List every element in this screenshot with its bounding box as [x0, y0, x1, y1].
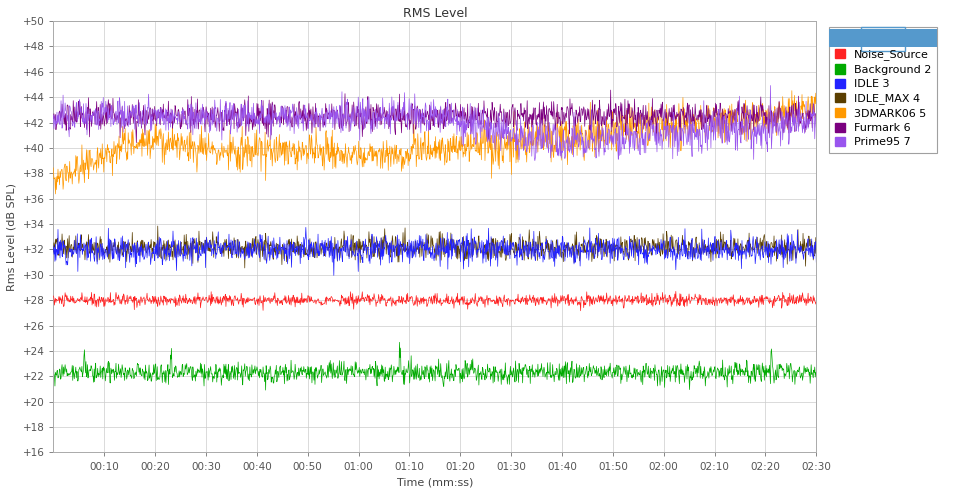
Y-axis label: Rms Level (dB SPL): Rms Level (dB SPL) — [7, 183, 17, 291]
Title: RMS Level: RMS Level — [403, 7, 468, 20]
X-axis label: Time (mm:ss): Time (mm:ss) — [397, 477, 473, 487]
Legend: Noise_Source, Background 2, IDLE 3, IDLE_MAX 4, 3DMARK06 5, Furmark 6, Prime95 7: Noise_Source, Background 2, IDLE 3, IDLE… — [830, 27, 937, 153]
